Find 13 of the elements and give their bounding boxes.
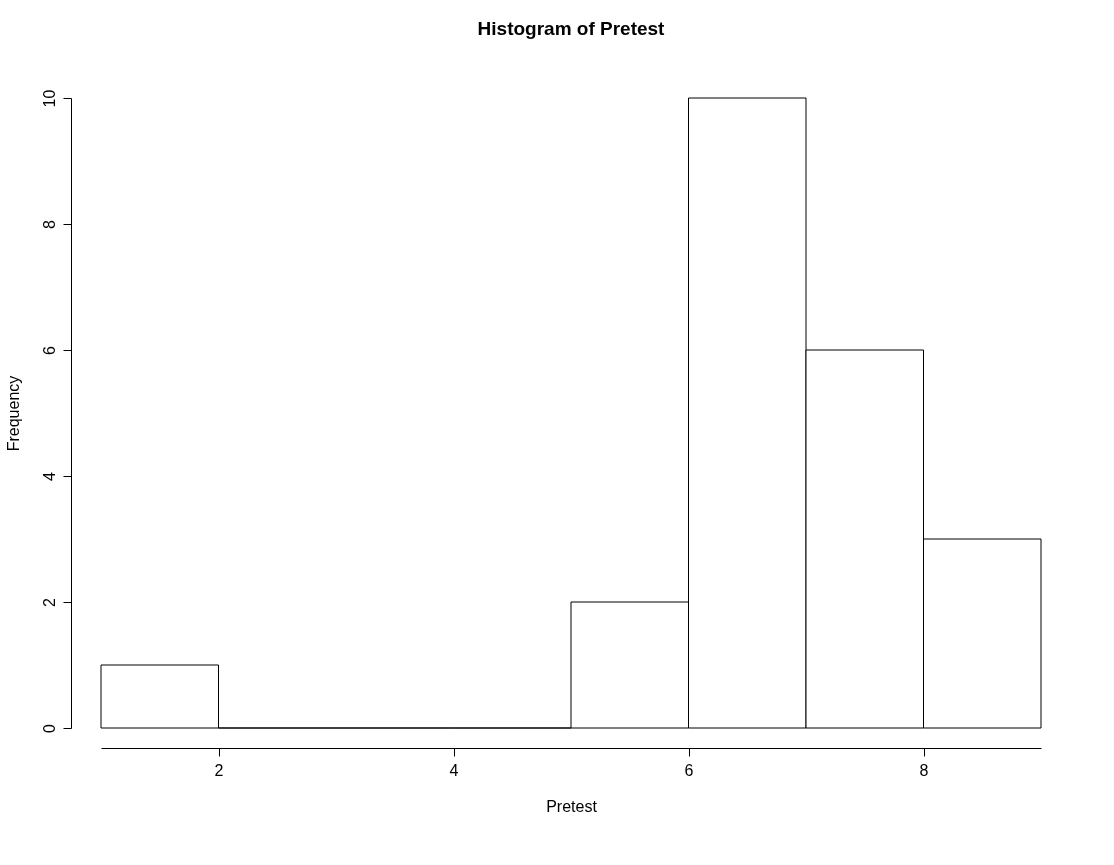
y-axis-title: Frequency	[4, 375, 22, 452]
x-axis-title: Pretest	[546, 797, 598, 815]
y-tick-label: 6	[40, 345, 58, 355]
y-tick-label: 4	[40, 471, 58, 481]
x-tick-label: 6	[684, 761, 694, 779]
y-tick-label: 2	[40, 597, 58, 607]
x-tick-label: 8	[919, 761, 929, 779]
x-tick-label: 2	[214, 761, 224, 779]
chart-title: Histogram of Pretest	[477, 18, 666, 40]
y-tick-label: 0	[40, 723, 58, 733]
x-tick-label: 4	[449, 761, 459, 779]
y-tick-label: 8	[40, 219, 58, 229]
y-tick-label: 10	[40, 89, 58, 108]
